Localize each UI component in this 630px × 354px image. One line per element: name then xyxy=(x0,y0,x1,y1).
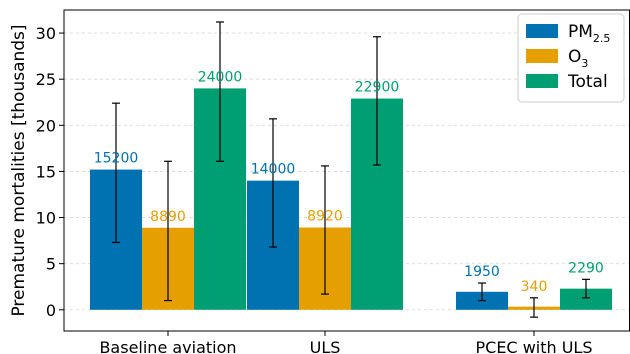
legend-label: PM2.5 xyxy=(568,22,610,45)
data-label: 8890 xyxy=(150,209,186,225)
x-tick-label: ULS xyxy=(310,338,341,354)
legend-swatch xyxy=(526,74,558,88)
y-tick-label: 10 xyxy=(36,209,56,228)
data-label: 15200 xyxy=(94,151,139,167)
data-label: 1950 xyxy=(464,264,500,280)
legend-swatch xyxy=(526,49,558,63)
legend-label: Total xyxy=(567,72,608,92)
data-label: 2290 xyxy=(568,260,604,276)
x-tick-label: Baseline aviation xyxy=(99,338,236,354)
y-tick-label: 15 xyxy=(36,162,56,181)
data-label: 340 xyxy=(521,279,548,295)
y-tick-label: 25 xyxy=(36,70,56,89)
y-tick-label: 30 xyxy=(36,24,56,43)
error-bars xyxy=(112,21,590,318)
x-tick-label: PCEC with ULS xyxy=(476,338,593,354)
y-tick-label: 5 xyxy=(46,255,56,274)
data-label: 22900 xyxy=(355,80,400,96)
data-label: 8920 xyxy=(307,209,343,225)
legend-swatch xyxy=(526,24,558,38)
data-label: 24000 xyxy=(198,69,243,85)
y-axis-label: Premature mortalities [thousands] xyxy=(9,24,29,316)
legend-label: O3 xyxy=(568,47,588,70)
axes: 0 5 10 15 20 25 30 Baseline aviation ULS PCEC wit… xyxy=(9,9,630,354)
y-tick-label: 0 xyxy=(46,301,56,320)
data-label: 14000 xyxy=(251,162,296,178)
data-labels: 15200 14000 1950 8890 8920 340 24000 22900 2290 xyxy=(94,69,604,294)
bar xyxy=(560,288,612,310)
y-tick-label: 20 xyxy=(36,116,56,135)
